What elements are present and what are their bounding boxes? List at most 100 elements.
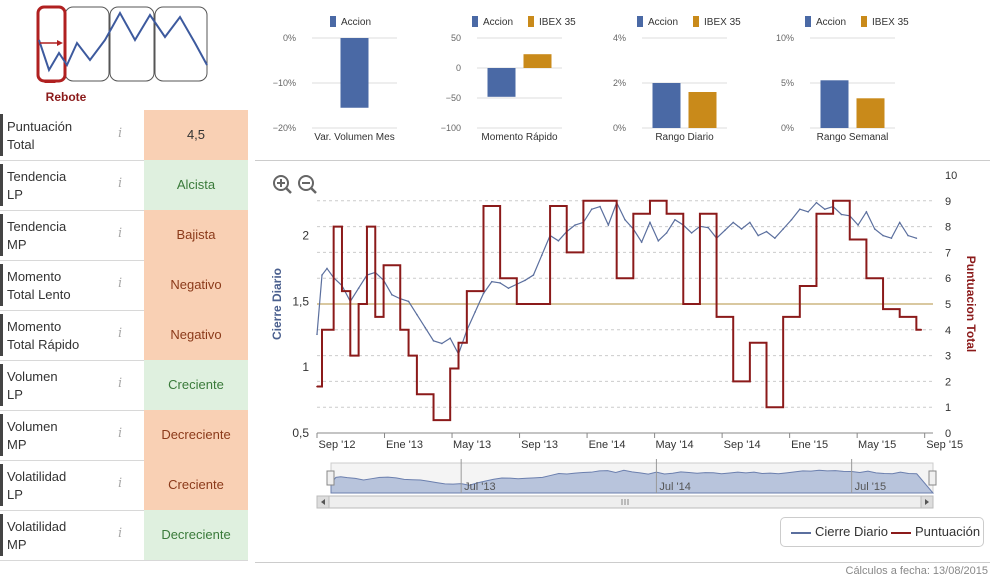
info-icon[interactable]: i [118,376,123,391]
data-point-puntuacion [699,212,701,215]
legend-item-puntuacion[interactable]: Puntuación [891,524,980,539]
indicator-name-line-1: Volumen [7,419,58,434]
data-point-puntuacion [782,406,784,408]
zoom-lens [273,175,289,191]
data-point-cierre [590,208,593,211]
y-left-axis-title: Cierre Diario [270,268,284,340]
row-marker [0,414,3,456]
data-point-puntuacion [321,329,323,331]
data-point-puntuacion [357,303,360,305]
indicator-row: Momento Total Rápido i Negativo [0,310,248,361]
data-point-puntuacion [499,205,501,207]
info-icon[interactable]: i [118,476,123,491]
pattern-icon [36,5,208,83]
y-right-tick-label: 1 [945,402,951,414]
legend-label: IBEX 35 [872,17,909,28]
indicator-name: Volatilidad LP [7,468,117,504]
indicator-row: Volatilidad LP i Creciente [0,460,248,511]
legend-label: IBEX 35 [704,17,741,28]
data-point-cierre [873,228,876,230]
data-point-cierre [665,232,668,234]
legend-swatch [861,16,867,27]
y-right-tick-label: 6 [945,273,951,285]
data-point-puntuacion [374,316,377,318]
indicator-row: Momento Total Lento i Negativo [0,260,248,311]
data-point-puntuacion [332,225,335,228]
x-tick-label: May '15 [858,439,896,451]
zoom-out-icon[interactable] [298,175,317,194]
info-icon[interactable]: i [118,276,123,291]
scroll-right-arrow-icon [925,499,929,505]
data-point-cierre [857,224,859,226]
mini-chart-volumen: Accion 0% −10% −20% Var. Volumen Mes [273,16,397,143]
calc-date: Cálculos a fecha: 13/08/2015 [845,565,989,577]
indicator-name-line-2: LP [7,387,23,402]
data-point-puntuacion [682,303,685,305]
indicator-name-line-2: Total [7,137,35,152]
data-point-puntuacion [782,316,784,318]
mini-chart-title: Rango Semanal [817,132,889,143]
zoom-lens [298,175,314,191]
data-point-puntuacion [457,341,460,344]
info-icon[interactable]: i [118,326,123,341]
zoom-in-icon[interactable] [273,175,292,194]
data-point-puntuacion [321,385,323,388]
legend-item-cierre[interactable]: Cierre Diario [791,524,888,539]
indicator-value: 4,5 [144,110,248,160]
data-point-cierre [449,337,451,340]
data-point-cierre [815,201,818,204]
data-point-puntuacion [374,225,377,228]
data-point-puntuacion [665,200,668,202]
navigator-handle-right[interactable] [928,470,937,486]
legend-label: Accion [341,17,371,28]
data-point-puntuacion [549,303,551,305]
y-left-tick-label: 0,5 [292,426,309,440]
legend-swatch [693,16,699,27]
indicator-name: Volumen MP [7,418,117,454]
data-point-cierre [740,228,743,230]
data-point-cierre [649,221,651,224]
y-tick-label: −20% [273,123,296,133]
row-marker [0,264,3,306]
zoom-handle [310,187,317,194]
data-point-cierre [823,208,826,211]
data-point-puntuacion [549,205,551,207]
mini-chart-rango-diario: Accion IBEX 35 4% 2% 0% Rango Diario [613,16,741,143]
data-point-cierre [690,232,693,234]
legend-swatch [805,16,811,27]
y-tick-label: 4% [613,33,626,43]
data-point-cierre [882,234,884,237]
indicator-row: Volumen LP i Creciente [0,360,248,411]
chart-legend[interactable]: Cierre Diario Puntuación [780,517,984,547]
info-icon[interactable]: i [118,126,123,141]
navigator-tick-label: Jul '13 [464,481,495,493]
indicator-name-line-1: Volumen [7,369,58,384]
mini-chart-title: Rango Diario [655,132,714,143]
data-point-puntuacion [665,212,668,215]
indicator-name: Tendencia LP [7,168,117,204]
y-tick-label: −10% [273,78,296,88]
info-icon[interactable]: i [118,176,123,191]
info-icon[interactable]: i [118,526,123,541]
info-icon[interactable]: i [118,426,123,441]
data-point-puntuacion [882,308,884,310]
data-point-puntuacion [649,212,651,215]
data-point-puntuacion [615,277,618,279]
data-point-cierre [540,254,543,257]
indicator-name-line-2: Total Lento [7,287,71,302]
data-point-puntuacion [915,329,918,331]
y-left-tick-label: 1,5 [292,294,309,308]
data-point-cierre [624,218,626,221]
y-right-tick-label: 9 [945,196,951,208]
info-icon[interactable]: i [118,226,123,241]
indicator-name-line-1: Momento [7,319,62,334]
data-point-puntuacion [799,316,801,318]
data-point-puntuacion [865,238,868,241]
indicator-name: Momento Total Rápido [7,318,117,354]
data-point-puntuacion [341,225,343,228]
legend-label: Accion [483,17,513,28]
data-point-cierre [774,237,776,239]
indicator-value: Creciente [144,460,248,510]
data-point-cierre [316,333,318,336]
navigator-handle-left[interactable] [326,470,335,486]
